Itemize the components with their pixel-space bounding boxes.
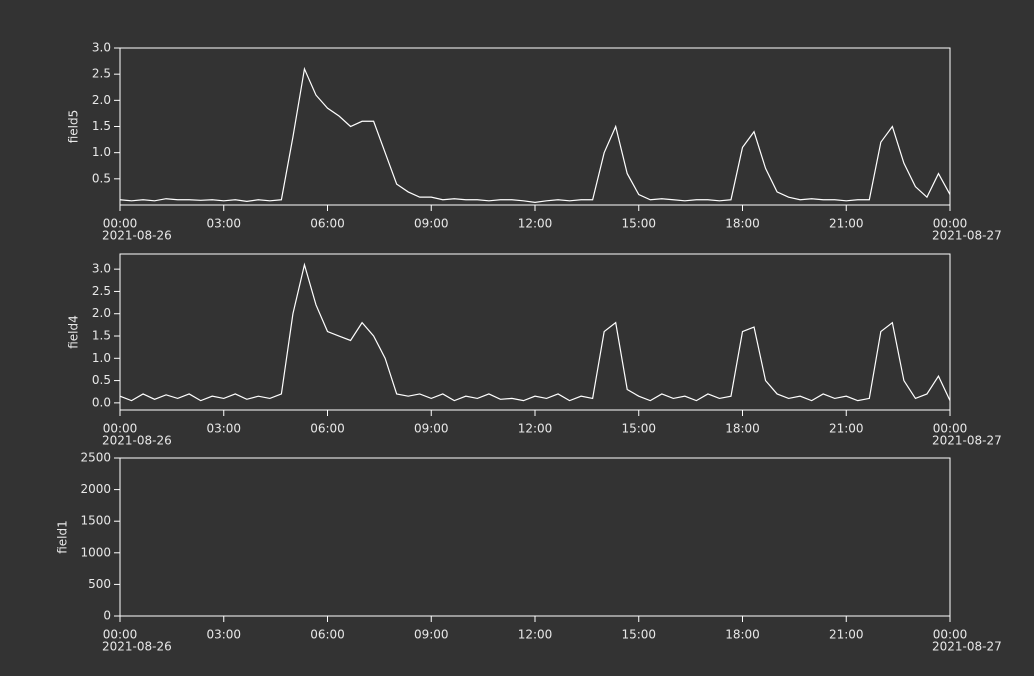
x-tick-label: 06:00 (310, 422, 345, 436)
y-tick-label: 3.0 (92, 262, 111, 276)
x-date-label: 2021-08-26 (102, 640, 172, 654)
y-tick-label: 1.5 (92, 119, 111, 133)
x-tick-label: 03:00 (206, 628, 241, 642)
x-date-label: 2021-08-27 (932, 229, 1002, 243)
x-tick-label: 21:00 (829, 422, 864, 436)
x-tick-label: 21:00 (829, 628, 864, 642)
y-axis-label: field5 (67, 110, 81, 144)
plot-frame (119, 457, 951, 617)
y-tick-label: 0.0 (92, 395, 111, 409)
y-axis-label: field4 (67, 315, 81, 349)
y-tick-label: 2.0 (92, 306, 111, 320)
plot-frame (119, 47, 951, 206)
y-tick-label: 2.5 (92, 67, 111, 81)
y-tick-label: 1.0 (92, 351, 111, 365)
x-tick-label: 18:00 (725, 217, 760, 231)
x-tick-label: 03:00 (206, 422, 241, 436)
series-line (119, 66, 951, 203)
x-tick-label: 15:00 (621, 628, 656, 642)
plot-frame (119, 253, 951, 411)
y-tick-label: 1500 (80, 514, 111, 528)
y-tick-label: 2.0 (92, 93, 111, 107)
x-tick-label: 06:00 (310, 628, 345, 642)
y-tick-label: 0.5 (92, 373, 111, 387)
y-tick-label: 0 (103, 609, 111, 623)
x-date-label: 2021-08-27 (932, 640, 1002, 654)
y-tick-label: 500 (88, 577, 111, 591)
x-tick-label: 03:00 (206, 217, 241, 231)
y-tick-label: 2500 (80, 451, 111, 465)
y-tick-label: 0.5 (92, 171, 111, 185)
x-tick-label: 06:00 (310, 217, 345, 231)
y-tick-label: 1000 (80, 545, 111, 559)
x-tick-label: 00:00 (933, 217, 968, 231)
y-tick-label: 3.0 (92, 41, 111, 55)
series-line (119, 262, 951, 402)
y-tick-label: 2.5 (92, 284, 111, 298)
x-tick-label: 09:00 (414, 217, 449, 231)
y-tick-label: 1.5 (92, 329, 111, 343)
x-tick-label: 18:00 (725, 422, 760, 436)
x-tick-label: 12:00 (518, 217, 553, 231)
x-tick-label: 15:00 (621, 422, 656, 436)
x-date-label: 2021-08-27 (932, 434, 1002, 448)
x-tick-label: 00:00 (103, 628, 138, 642)
x-date-label: 2021-08-26 (102, 434, 172, 448)
x-tick-label: 21:00 (829, 217, 864, 231)
x-tick-label: 00:00 (933, 628, 968, 642)
y-axis-label: field1 (56, 520, 70, 554)
x-tick-label: 12:00 (518, 422, 553, 436)
x-tick-label: 18:00 (725, 628, 760, 642)
x-tick-label: 00:00 (103, 217, 138, 231)
x-tick-label: 09:00 (414, 628, 449, 642)
y-tick-label: 1.0 (92, 145, 111, 159)
y-tick-label: 2000 (80, 482, 111, 496)
x-tick-label: 15:00 (621, 217, 656, 231)
x-date-label: 2021-08-26 (102, 229, 172, 243)
x-tick-label: 00:00 (933, 422, 968, 436)
x-tick-label: 00:00 (103, 422, 138, 436)
x-tick-label: 09:00 (414, 422, 449, 436)
x-tick-label: 12:00 (518, 628, 553, 642)
